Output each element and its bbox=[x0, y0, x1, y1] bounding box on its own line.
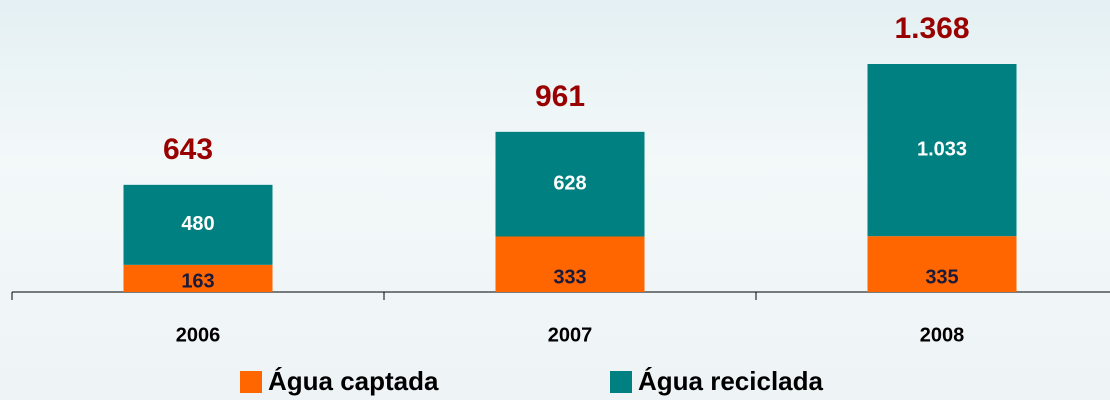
legend-label: Água reciclada bbox=[638, 366, 824, 396]
legend-swatch bbox=[610, 371, 632, 393]
legend-label: Água captada bbox=[268, 366, 439, 396]
segment-label: 1.033 bbox=[917, 138, 967, 160]
segment-label: 333 bbox=[553, 266, 586, 288]
bar-segment bbox=[123, 184, 273, 265]
x-tick-label: 2007 bbox=[548, 324, 593, 346]
bar-segment bbox=[867, 64, 1017, 237]
legend-swatch bbox=[240, 371, 262, 393]
bar-segment bbox=[123, 264, 273, 292]
total-label: 643 bbox=[163, 133, 213, 166]
x-tick-label: 2006 bbox=[176, 324, 221, 346]
total-label: 961 bbox=[535, 80, 585, 113]
segment-label: 628 bbox=[553, 172, 586, 194]
segment-label: 163 bbox=[181, 271, 214, 293]
bar-segment bbox=[495, 236, 645, 292]
x-tick-label: 2008 bbox=[920, 324, 965, 346]
total-label: 1.368 bbox=[894, 12, 969, 45]
bar-segment bbox=[495, 131, 645, 237]
segment-label: 335 bbox=[925, 266, 958, 288]
bar-segment bbox=[867, 236, 1017, 292]
segment-label: 480 bbox=[181, 213, 214, 235]
